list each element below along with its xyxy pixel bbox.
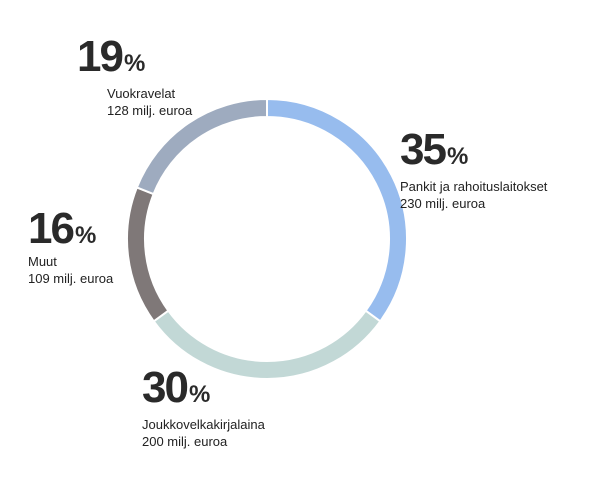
donut-slice-other — [126, 186, 170, 323]
percent-label-banks: 35% — [400, 125, 469, 174]
amount-banks: 230 milj. euroa — [400, 196, 486, 211]
category-name-other: Muut — [28, 254, 57, 269]
category-name-banks: Pankit ja rahoituslaitokset — [400, 179, 548, 194]
amount-leases: 128 milj. euroa — [107, 103, 193, 118]
donut-slice-banks — [266, 97, 408, 323]
slice-label-leases: 19% Vuokravelat 128 milj. euroa — [77, 35, 192, 119]
category-name-bonds: Joukkovelkakirjalaina — [142, 417, 265, 432]
donut-slice-leases — [135, 97, 268, 196]
slice-label-other: 16% Muut 109 milj. euroa — [28, 207, 113, 287]
category-name-leases: Vuokravelat — [107, 86, 176, 101]
percent-label-bonds: 30% — [142, 363, 211, 412]
slice-label-bonds: 30% Joukkovelkakirjalaina 200 milj. euro… — [142, 366, 265, 450]
percent-label-leases: 19% — [77, 32, 146, 81]
slice-label-banks: 35% Pankit ja rahoituslaitokset 230 milj… — [400, 128, 547, 212]
amount-bonds: 200 milj. euroa — [142, 434, 228, 449]
percent-label-other: 16% — [28, 204, 97, 253]
amount-other: 109 milj. euroa — [28, 271, 114, 286]
